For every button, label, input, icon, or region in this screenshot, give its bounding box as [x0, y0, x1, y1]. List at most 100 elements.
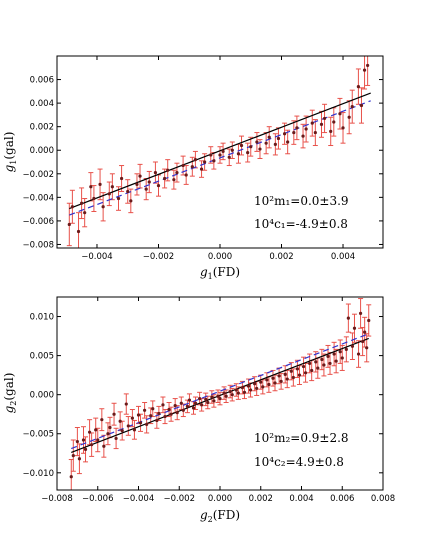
x-tick-label: 0.002	[269, 252, 293, 262]
panel-g2: −0.008 −0.006 −0.004 −0.002 0.000 0.002 0.004 0…	[2, 296, 395, 524]
x-tick-label: 0.004	[289, 494, 313, 504]
data-point	[153, 171, 158, 175]
y-tick-label: −0.010	[23, 469, 54, 479]
data-point	[234, 388, 238, 392]
data-point	[322, 363, 326, 367]
data-point	[77, 457, 82, 461]
data-point	[363, 330, 367, 334]
plot-frame-g2	[56, 296, 384, 491]
x-tick-label: −0.008	[41, 494, 72, 504]
data-point	[181, 408, 185, 412]
x-axis-label-g1: g1(FD)	[200, 265, 240, 281]
data-point	[120, 429, 124, 433]
data-point	[239, 143, 244, 148]
y-tick-label: 0.000	[30, 391, 54, 401]
data-point	[326, 354, 330, 358]
data-point	[135, 182, 139, 186]
data-point	[248, 388, 253, 392]
data-point	[118, 419, 122, 423]
data-point	[138, 421, 143, 425]
data-point	[108, 425, 112, 430]
data-point	[273, 142, 277, 146]
data-point	[143, 408, 147, 412]
data-point	[185, 404, 189, 408]
data-point	[175, 411, 179, 415]
data-point	[359, 103, 364, 108]
data-point	[365, 346, 369, 350]
data-point	[129, 199, 133, 203]
data-point	[147, 180, 151, 184]
data-point	[155, 418, 159, 423]
data-point	[167, 407, 171, 412]
y-tick-label: −0.008	[23, 240, 54, 250]
data-point	[344, 347, 348, 351]
x-tick-label: 0.004	[331, 252, 355, 262]
data-point	[75, 439, 79, 444]
data-point	[255, 386, 259, 391]
data-point	[102, 444, 106, 448]
data-point	[98, 182, 102, 186]
data-point	[236, 152, 241, 156]
data-point	[338, 350, 342, 354]
solid-fit-line	[71, 337, 369, 454]
data-point	[106, 432, 110, 436]
data-point	[352, 326, 357, 330]
data-point	[310, 368, 314, 373]
data-point	[246, 384, 251, 388]
data-point	[314, 360, 318, 364]
data-point	[282, 132, 287, 136]
data-point	[119, 176, 124, 181]
y-tick-label: −0.005	[23, 430, 54, 440]
data-point	[301, 134, 305, 138]
x-tick-label: −0.006	[82, 494, 113, 504]
x-tick-label: 0.002	[249, 494, 273, 504]
data-point	[166, 168, 170, 172]
data-point	[144, 187, 148, 191]
data-point	[130, 416, 134, 420]
data-point	[273, 381, 277, 385]
data-point	[366, 63, 370, 68]
data-point	[347, 115, 351, 119]
data-point	[200, 403, 204, 407]
solid-fit-line	[69, 92, 371, 210]
data-point	[181, 163, 185, 168]
y-tick-label: −0.004	[23, 193, 54, 203]
data-point	[69, 475, 73, 479]
data-point	[70, 205, 74, 209]
data-point	[221, 149, 225, 154]
data-point	[267, 382, 271, 387]
data-point	[88, 430, 92, 434]
x-tick-label: −0.004	[81, 252, 112, 262]
y-tick-label: 0.002	[30, 123, 54, 133]
x-tick-label: 0.000	[208, 252, 232, 262]
data-point	[291, 375, 295, 380]
data-point	[350, 344, 355, 348]
data-point	[96, 438, 100, 442]
data-point	[320, 357, 324, 362]
data-point	[338, 112, 342, 116]
data-point	[283, 372, 287, 376]
data-point	[116, 196, 121, 201]
data-point	[191, 406, 196, 410]
plot-frame-g1	[56, 55, 384, 249]
y-axis-label-g1: g1(gal)	[2, 132, 18, 173]
data-point	[255, 140, 259, 144]
data-point	[169, 412, 173, 416]
data-point	[94, 428, 98, 432]
data-point	[240, 386, 245, 390]
data-point	[193, 158, 197, 162]
data-point	[76, 229, 81, 234]
data-point	[230, 148, 234, 152]
data-point	[126, 189, 130, 194]
data-point	[126, 424, 130, 428]
data-point	[253, 382, 257, 386]
data-point	[193, 401, 198, 405]
data-point	[297, 373, 302, 377]
data-point	[67, 222, 71, 227]
data-point	[83, 211, 87, 215]
data-point	[206, 400, 210, 405]
data-point	[110, 185, 114, 189]
data-point	[289, 369, 293, 373]
data-point	[114, 436, 118, 441]
